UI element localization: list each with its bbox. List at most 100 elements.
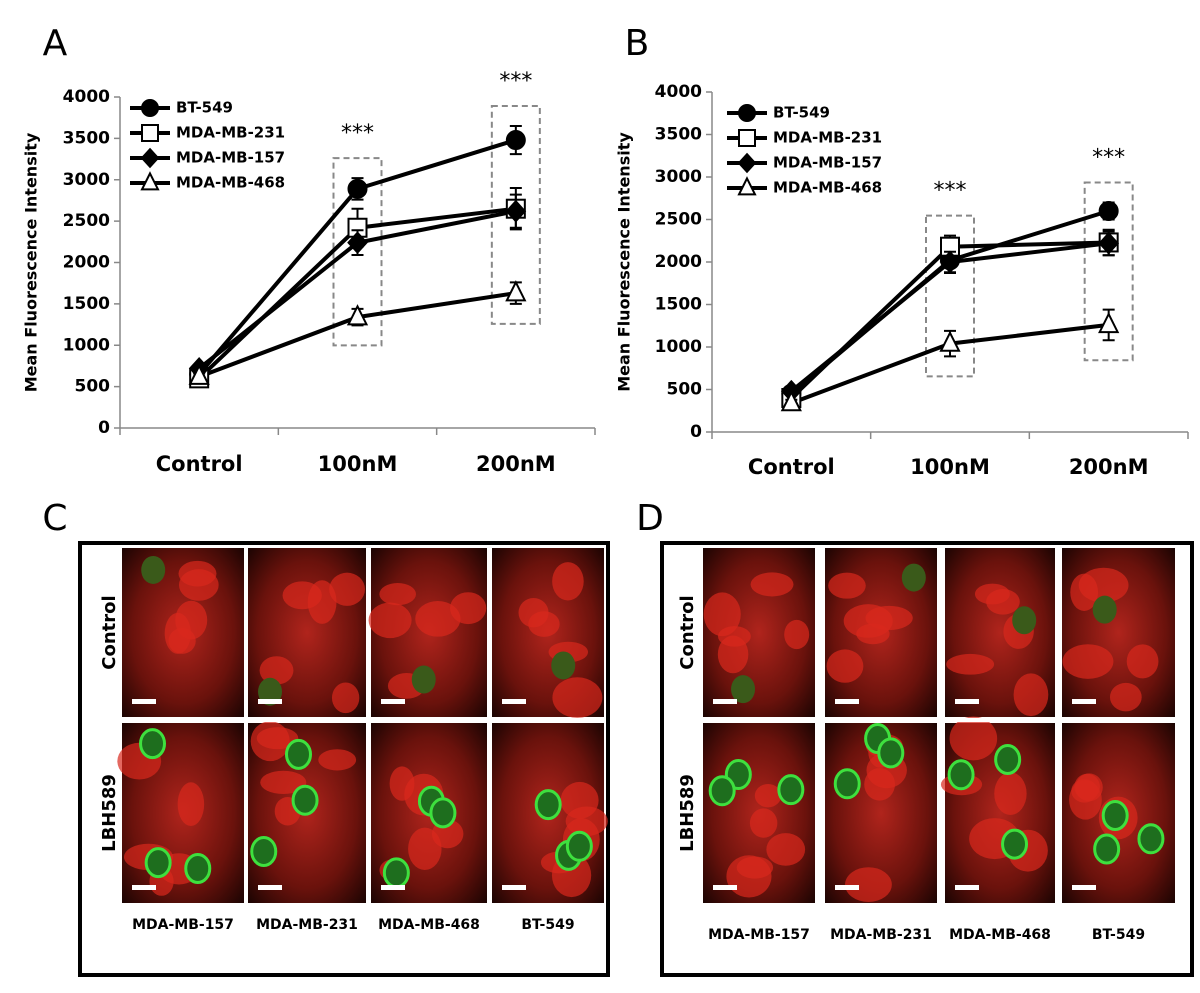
significance-stars: *** bbox=[341, 121, 374, 146]
cell bbox=[826, 649, 864, 683]
marker bbox=[1098, 231, 1120, 255]
significance-stars: *** bbox=[499, 69, 532, 94]
row-label: Control bbox=[677, 595, 698, 669]
row-label: Control bbox=[99, 595, 120, 669]
scale-bar bbox=[713, 699, 737, 704]
scale-bar bbox=[258, 885, 282, 890]
cell bbox=[1013, 673, 1049, 717]
significance-box bbox=[1083, 181, 1134, 362]
marker bbox=[737, 152, 757, 174]
scale-bar bbox=[381, 699, 405, 704]
marker bbox=[505, 199, 527, 223]
nucleus bbox=[1101, 799, 1129, 831]
x-tick-label: 100nM bbox=[910, 455, 990, 479]
marker bbox=[188, 363, 210, 385]
panel-label: C bbox=[42, 498, 67, 539]
scale-bar bbox=[502, 885, 526, 890]
y-tick-label: 0 bbox=[690, 422, 702, 442]
nucleus bbox=[1093, 833, 1121, 865]
nucleus bbox=[901, 563, 926, 592]
cell bbox=[259, 656, 294, 685]
cell bbox=[518, 597, 549, 628]
nucleus bbox=[877, 737, 905, 769]
scale-bar bbox=[1072, 885, 1096, 890]
cell bbox=[949, 716, 998, 761]
nucleus bbox=[139, 728, 167, 760]
significance-box bbox=[925, 214, 975, 378]
nucleus bbox=[411, 665, 436, 694]
column-label: MDA-MB-157 bbox=[132, 917, 234, 933]
scale-bar bbox=[132, 699, 156, 704]
cell bbox=[1062, 644, 1114, 679]
marker bbox=[505, 130, 526, 151]
panel-label: A bbox=[43, 23, 68, 64]
cell bbox=[946, 653, 995, 675]
cell bbox=[749, 808, 778, 838]
cell bbox=[1109, 682, 1142, 712]
y-tick-label: 1500 bbox=[63, 294, 110, 314]
cell bbox=[856, 623, 890, 645]
marker bbox=[738, 129, 756, 147]
column-label: MDA-MB-468 bbox=[378, 917, 480, 933]
nucleus bbox=[429, 797, 457, 829]
nucleus bbox=[534, 789, 562, 821]
y-axis-label: Mean Fluorescence Intensity bbox=[615, 132, 634, 392]
y-axis-label: Mean Fluorescence Intensity bbox=[22, 132, 41, 392]
cell bbox=[178, 569, 219, 601]
y-tick-label: 3500 bbox=[655, 125, 702, 145]
y-tick-label: 3500 bbox=[63, 128, 110, 148]
cell bbox=[754, 783, 782, 808]
column-label: BT-549 bbox=[521, 917, 574, 933]
y-tick-label: 4000 bbox=[655, 82, 702, 102]
y-tick-label: 3000 bbox=[63, 170, 110, 190]
y-tick-label: 3000 bbox=[655, 167, 702, 187]
cell bbox=[318, 749, 357, 771]
column-label: BT-549 bbox=[1092, 927, 1145, 943]
x-tick-label: 200nM bbox=[476, 452, 556, 476]
legend-label: MDA-MB-231 bbox=[176, 124, 285, 142]
cell bbox=[177, 782, 205, 827]
x-tick-label: Control bbox=[156, 452, 243, 476]
panel-label: D bbox=[636, 498, 664, 539]
scale-bar bbox=[1072, 699, 1096, 704]
cell bbox=[331, 682, 360, 714]
cell bbox=[329, 572, 365, 606]
column-label: MDA-MB-157 bbox=[708, 927, 810, 943]
y-tick-label: 0 bbox=[98, 418, 110, 438]
scale-bar bbox=[132, 885, 156, 890]
y-tick-label: 500 bbox=[667, 380, 703, 400]
nucleus bbox=[1012, 606, 1037, 635]
cell bbox=[828, 572, 866, 599]
x-tick-label: Control bbox=[748, 455, 835, 479]
row-label: LBH589 bbox=[99, 774, 120, 852]
legend-label: MDA-MB-157 bbox=[176, 149, 285, 167]
column-label: MDA-MB-231 bbox=[256, 917, 358, 933]
cell bbox=[784, 619, 810, 650]
marker bbox=[1098, 311, 1120, 334]
marker bbox=[939, 250, 961, 274]
scale-bar bbox=[713, 885, 737, 890]
y-tick-label: 2500 bbox=[63, 211, 110, 231]
cell bbox=[368, 602, 412, 639]
marker bbox=[505, 280, 527, 302]
significance-stars: *** bbox=[934, 179, 967, 204]
cell bbox=[1078, 567, 1129, 603]
scale-bar bbox=[258, 699, 282, 704]
significance-box bbox=[332, 157, 383, 347]
nucleus bbox=[1137, 823, 1165, 855]
scale-bar bbox=[835, 885, 859, 890]
cell bbox=[1126, 644, 1159, 679]
nucleus bbox=[291, 784, 319, 816]
cell bbox=[379, 583, 417, 606]
cell bbox=[415, 601, 461, 637]
y-tick-label: 500 bbox=[75, 377, 111, 397]
cell bbox=[717, 635, 749, 674]
cell bbox=[565, 806, 608, 836]
marker bbox=[346, 304, 369, 326]
nucleus bbox=[382, 857, 410, 889]
nucleus bbox=[184, 852, 212, 884]
cell bbox=[766, 833, 806, 866]
legend-label: BT-549 bbox=[176, 99, 233, 117]
nucleus bbox=[994, 744, 1022, 776]
